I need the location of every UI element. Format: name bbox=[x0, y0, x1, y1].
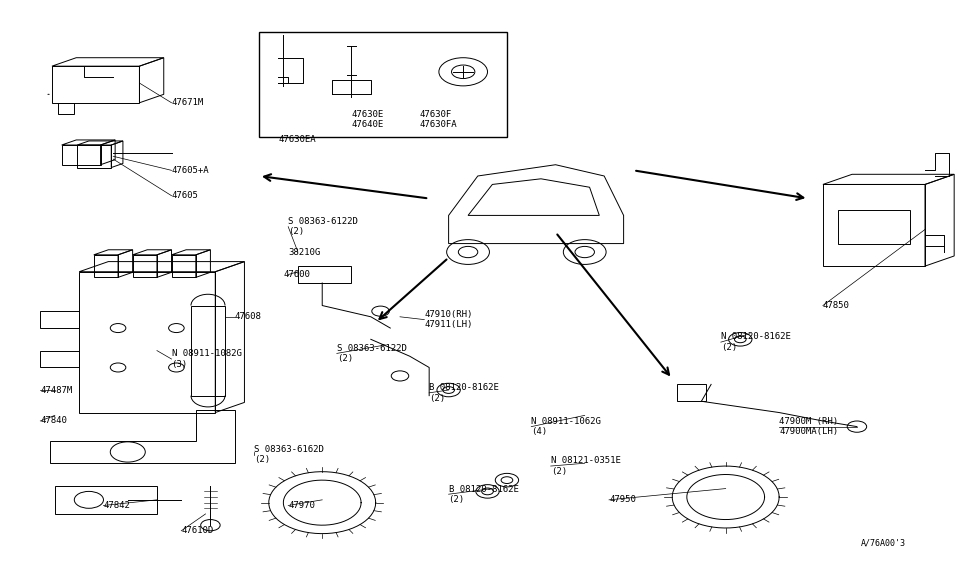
Text: 47605: 47605 bbox=[172, 191, 198, 200]
Text: S 08363-6122D
(2): S 08363-6122D (2) bbox=[336, 344, 407, 363]
Text: 47600: 47600 bbox=[284, 270, 310, 279]
Text: 47970: 47970 bbox=[289, 501, 315, 510]
Text: S 08363-6162D
(2): S 08363-6162D (2) bbox=[254, 445, 324, 465]
Text: 47608: 47608 bbox=[235, 312, 261, 321]
Text: B 08120-8162E
(2): B 08120-8162E (2) bbox=[429, 383, 499, 402]
Text: S 08363-6122D
(2): S 08363-6122D (2) bbox=[289, 217, 358, 237]
Text: 47630E
47640E: 47630E 47640E bbox=[351, 110, 383, 130]
Text: 47840: 47840 bbox=[40, 417, 67, 426]
Text: 47900M (RH)
47900MA(LH): 47900M (RH) 47900MA(LH) bbox=[779, 417, 838, 436]
Text: 38210G: 38210G bbox=[289, 247, 321, 256]
Text: B 08120-8162E
(2): B 08120-8162E (2) bbox=[448, 484, 519, 504]
Text: 47487M: 47487M bbox=[40, 385, 72, 395]
Text: 47610D: 47610D bbox=[181, 526, 214, 535]
Text: 47630EA: 47630EA bbox=[279, 135, 316, 144]
Text: N 08911-1082G
(3): N 08911-1082G (3) bbox=[172, 349, 242, 368]
Text: 47842: 47842 bbox=[103, 501, 131, 510]
Text: N 08120-8162E
(2): N 08120-8162E (2) bbox=[721, 332, 791, 352]
Text: 47910(RH)
47911(LH): 47910(RH) 47911(LH) bbox=[424, 310, 473, 329]
Text: 47950: 47950 bbox=[609, 495, 636, 504]
Text: 47671M: 47671M bbox=[172, 98, 204, 108]
Text: 47605+A: 47605+A bbox=[172, 166, 210, 175]
Text: 47850: 47850 bbox=[823, 301, 850, 310]
Text: A/76A00'3: A/76A00'3 bbox=[861, 539, 906, 548]
Text: N 08121-0351E
(2): N 08121-0351E (2) bbox=[551, 456, 620, 476]
Text: N 08911-1062G
(4): N 08911-1062G (4) bbox=[531, 417, 602, 436]
Text: 47630F
47630FA: 47630F 47630FA bbox=[419, 110, 457, 130]
